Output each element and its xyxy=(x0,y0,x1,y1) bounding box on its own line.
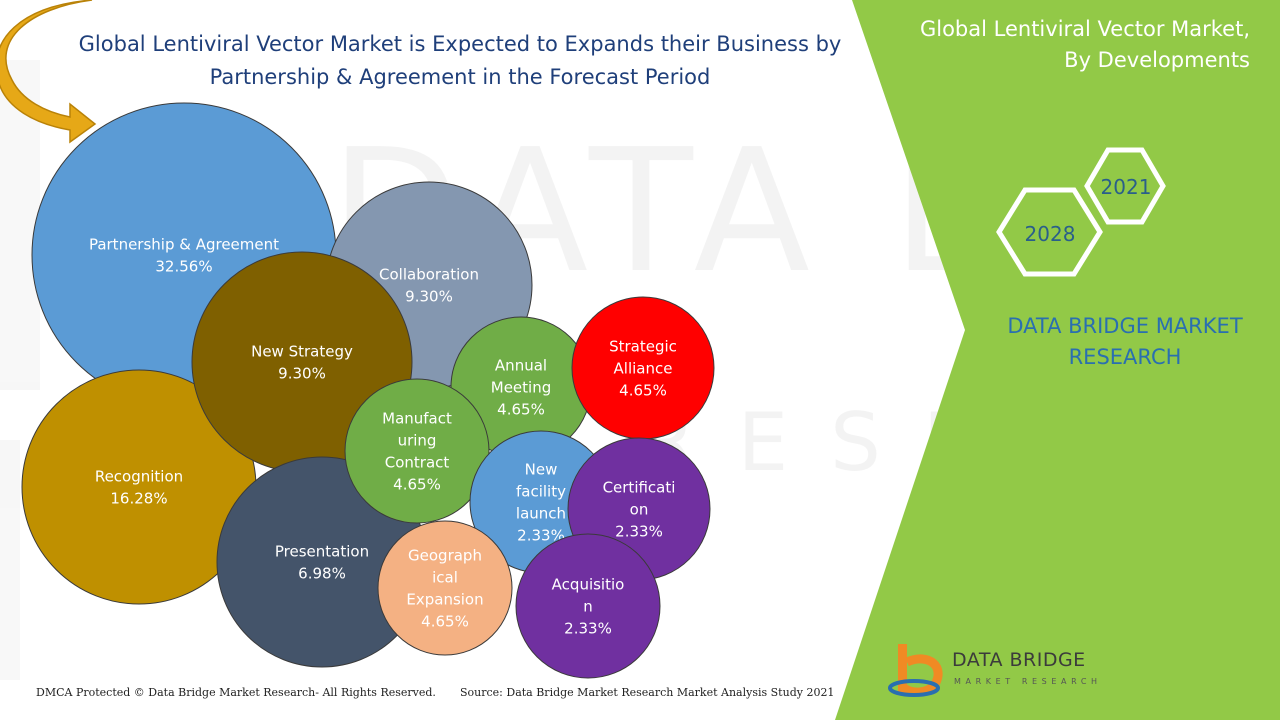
bubble-circle-acquisition xyxy=(515,533,661,679)
watermark-shapes xyxy=(0,60,40,680)
bubble-circle-geographical-expansion xyxy=(377,520,513,656)
bubble-label-presentation-1: Presentation xyxy=(275,542,369,560)
bubble-value-strategic-alliance: 4.65% xyxy=(619,381,667,399)
side-panel-title: Global Lentiviral Vector Market, By Deve… xyxy=(880,14,1250,76)
bubble-value-geographical-expansion: 4.65% xyxy=(421,612,469,630)
bubble-label-partnership-agreement-1: Partnership & Agreement xyxy=(89,235,279,253)
logo-name: DATA BRIDGE xyxy=(952,649,1086,671)
chart-title-line2: Partnership & Agreement in the Forecast … xyxy=(209,65,711,89)
side-panel-title-line2: By Developments xyxy=(1064,48,1250,72)
bubble-value-certification: 2.33% xyxy=(615,522,663,540)
bubble-chart: Partnership & Agreement 32.56% Recognition… xyxy=(21,102,715,679)
bubble-label-new-facility-launch-2: facility xyxy=(516,482,566,500)
bubble-label-manufacturing-contract-2: uring xyxy=(398,431,437,449)
bubble-label-recognition-1: Recognition xyxy=(95,467,183,485)
bubble-label-strategic-alliance-2: Alliance xyxy=(614,359,673,377)
bubble-label-annual-meeting-1: Annual xyxy=(495,356,547,374)
bubble-label-acquisition-1: Acquisitio xyxy=(552,575,625,593)
bubble-label-new-facility-launch-1: New xyxy=(525,460,558,478)
brand-name-line2: RESEARCH xyxy=(1068,345,1182,369)
bubble-label-new-facility-launch-3: launch xyxy=(516,504,566,522)
bubble-geographical-expansion: Geograph ical Expansion 4.65% xyxy=(377,520,513,656)
bubble-manufacturing-contract: Manufact uring Contract 4.65% xyxy=(344,378,490,524)
bubble-label-collaboration-1: Collaboration xyxy=(379,265,479,283)
bubble-value-acquisition: 2.33% xyxy=(564,619,612,637)
bubble-value-partnership-agreement: 32.56% xyxy=(155,257,212,275)
brand-name-line1: DATA BRIDGE MARKET xyxy=(1007,314,1243,338)
green-side-panel xyxy=(835,0,1280,720)
source-note: Source: Data Bridge Market Research Mark… xyxy=(460,686,835,699)
bubble-value-new-strategy: 9.30% xyxy=(278,364,326,382)
logo-tagline: MARKET RESEARCH xyxy=(954,677,1102,686)
copyright-notice: DMCA Protected © Data Bridge Market Rese… xyxy=(36,686,436,699)
curved-arrow-icon xyxy=(0,0,97,144)
bubble-label-manufacturing-contract-3: Contract xyxy=(385,453,450,471)
bubble-circle-manufacturing-contract xyxy=(344,378,490,524)
bubble-value-presentation: 6.98% xyxy=(298,564,346,582)
bubble-label-manufacturing-contract-1: Manufact xyxy=(382,409,452,427)
bubble-label-certification-1: Certificati xyxy=(603,478,676,496)
bubble-acquisition: Acquisitio n 2.33% xyxy=(515,533,661,679)
hexagon-2028-shape xyxy=(996,187,1103,277)
bubble-label-annual-meeting-2: Meeting xyxy=(491,378,551,396)
bubble-label-geographical-expansion-3: Expansion xyxy=(406,590,483,608)
bubble-label-geographical-expansion-2: ical xyxy=(432,568,458,586)
bubble-value-new-facility-launch: 2.33% xyxy=(517,526,565,544)
bubble-value-collaboration: 9.30% xyxy=(405,287,453,305)
hexagon-2021-shape xyxy=(1084,147,1166,225)
year-end-label: 2028 xyxy=(1025,222,1076,246)
bubble-label-geographical-expansion-1: Geograph xyxy=(408,546,482,564)
bubble-value-manufacturing-contract: 4.65% xyxy=(393,475,441,493)
chart-title-line1: Global Lentiviral Vector Market is Expec… xyxy=(78,32,842,56)
data-bridge-logo-icon xyxy=(888,644,943,697)
bubble-strategic-alliance: Strategic Alliance 4.65% xyxy=(571,296,715,440)
bubble-label-new-strategy-1: New Strategy xyxy=(251,342,353,360)
bubble-label-acquisition-2: n xyxy=(583,597,593,615)
bubble-annual-meeting: Annual Meeting 4.65% xyxy=(450,316,592,458)
chart-title: Global Lentiviral Vector Market is Expec… xyxy=(60,28,860,94)
bubble-label-strategic-alliance-1: Strategic xyxy=(609,337,677,355)
bubble-value-annual-meeting: 4.65% xyxy=(497,400,545,418)
year-start-label: 2021 xyxy=(1101,175,1152,199)
bubble-label-certification-2: on xyxy=(630,500,649,518)
side-panel-title-line1: Global Lentiviral Vector Market, xyxy=(919,17,1250,41)
bubble-value-recognition: 16.28% xyxy=(110,489,167,507)
brand-name: DATA BRIDGE MARKET RESEARCH xyxy=(985,311,1265,373)
